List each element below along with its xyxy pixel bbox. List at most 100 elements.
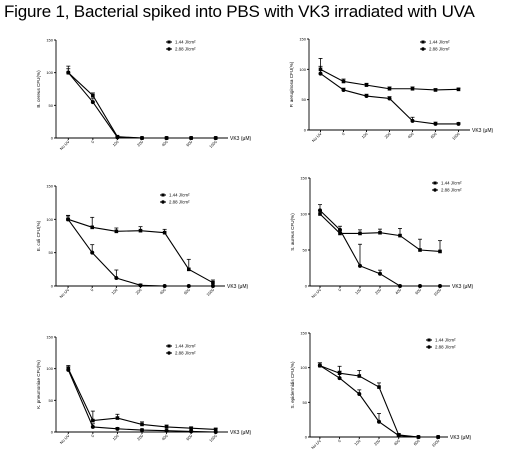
series-line — [319, 365, 439, 438]
data-point — [66, 367, 71, 372]
data-point — [164, 425, 169, 429]
series-1 — [318, 209, 442, 254]
data-point — [433, 88, 438, 92]
x-axis-label: VK3 (μM) — [472, 128, 494, 134]
data-point — [213, 136, 218, 140]
data-point — [358, 263, 362, 268]
data-point — [140, 428, 144, 433]
x-tick-label: 400 — [393, 438, 402, 447]
series-line — [67, 72, 216, 139]
y-tick-label: 50 — [302, 97, 307, 102]
x-tick-label: 100 — [360, 131, 369, 140]
data-point — [438, 284, 442, 288]
data-point — [396, 433, 401, 438]
y-tick-label: 150 — [46, 335, 53, 340]
x-tick-label: 400 — [161, 433, 170, 442]
x-tick-label: 0 — [341, 131, 347, 137]
data-point — [66, 217, 71, 222]
data-point — [164, 428, 169, 433]
data-point — [213, 427, 218, 432]
data-point — [387, 86, 392, 91]
y-tick-label: 0 — [305, 284, 308, 289]
data-point — [140, 136, 144, 140]
series-2 — [318, 65, 461, 126]
data-point — [398, 284, 402, 288]
y-axis-label: E. coli CFU(%) — [36, 220, 41, 251]
y-tick-label: 50 — [303, 400, 308, 405]
legend: 1.44 J/cm² 2.88 J/cm² — [432, 181, 462, 193]
y-tick-label: 100 — [299, 67, 306, 72]
y-tick-label: 150 — [299, 37, 306, 42]
y-axis-label: B. cereus CFU(%) — [36, 70, 41, 108]
chart-panel-5: 0 50 100 150 No UV 0 100 200 400 600 1000 K. pneumo… — [36, 335, 252, 446]
legend-marker — [161, 200, 165, 204]
series-2 — [66, 366, 218, 434]
x-tick-label: No UV — [311, 131, 323, 143]
legend: 1.44 J/cm² 2.88 J/cm² — [166, 344, 196, 356]
data-point — [115, 426, 120, 431]
x-tick-label: 400 — [161, 139, 170, 148]
data-point — [186, 267, 191, 272]
data-point — [456, 87, 461, 92]
x-tick-label: 600 — [412, 438, 421, 447]
data-point — [410, 118, 415, 123]
data-point — [418, 284, 422, 288]
y-tick-label: 50 — [49, 398, 54, 403]
x-tick-label: 400 — [159, 287, 168, 296]
data-point — [210, 284, 215, 288]
data-point — [338, 227, 342, 232]
data-point — [90, 424, 95, 429]
legend-marker — [421, 47, 425, 51]
legend-label: 1.44 J/cm² — [441, 181, 462, 186]
x-tick-label: 600 — [185, 139, 194, 148]
x-tick-label: 100 — [353, 438, 362, 447]
y-tick-label: 0 — [51, 284, 54, 289]
data-point — [211, 280, 215, 285]
x-tick-label: 1000 — [208, 433, 218, 443]
chart-panel-1: 0 50 100 150 No UV 0 100 200 400 600 1000 B. cereus… — [36, 38, 252, 152]
legend-label: 2.88 J/cm² — [175, 47, 196, 52]
data-point — [364, 83, 369, 87]
y-tick-label: 150 — [46, 38, 53, 43]
y-tick-label: 50 — [49, 250, 54, 255]
x-tick-label: 100 — [354, 287, 363, 296]
legend-marker — [161, 193, 165, 197]
x-tick-label: No UV — [59, 139, 71, 151]
x-tick-label: No UV — [310, 287, 322, 299]
legend: 1.44 J/cm² 2.88 J/cm² — [420, 40, 450, 52]
data-point — [90, 250, 95, 255]
x-tick-label: 1000 — [451, 131, 461, 141]
series-1 — [66, 365, 218, 432]
x-tick-label: No UV — [58, 287, 70, 299]
x-tick-label: 200 — [134, 287, 143, 296]
legend-marker — [421, 40, 425, 44]
y-axis-label: K. pneumoniae CFU(%) — [36, 360, 41, 409]
data-point — [456, 121, 461, 126]
data-point — [377, 385, 381, 389]
y-tick-label: 100 — [46, 366, 53, 371]
series-2 — [317, 362, 441, 439]
x-axis-label: VK3 (μM) — [452, 284, 474, 290]
x-tick-label: 600 — [183, 287, 192, 296]
data-point — [213, 430, 218, 434]
y-axis-label: S. aureus CFU(%) — [290, 213, 295, 251]
series-2 — [66, 65, 218, 140]
legend-label: 2.88 J/cm² — [435, 345, 456, 350]
x-tick-label: 0 — [337, 287, 343, 293]
data-point — [341, 87, 346, 92]
data-point — [115, 416, 120, 420]
x-tick-label: 200 — [373, 438, 382, 447]
y-tick-label: 50 — [49, 103, 54, 108]
data-point — [114, 229, 119, 234]
y-tick-label: 100 — [46, 217, 53, 222]
data-point — [416, 435, 421, 439]
legend-label: 1.44 J/cm² — [169, 193, 190, 198]
data-point — [358, 231, 362, 236]
series-2 — [318, 204, 442, 288]
legend-marker — [167, 40, 171, 44]
legend-marker — [167, 47, 171, 51]
legend-label: 1.44 J/cm² — [435, 338, 456, 343]
data-point — [189, 426, 193, 430]
